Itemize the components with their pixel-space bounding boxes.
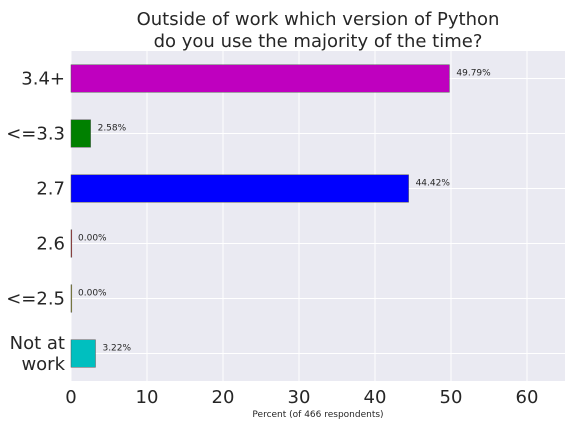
y-tick-label: <=2.5 (6, 289, 65, 310)
x-tick-label: 50 (440, 387, 463, 408)
bar (70, 119, 91, 148)
y-tick-label: Not at (10, 333, 65, 354)
y-tick-label: <=3.3 (6, 124, 65, 145)
x-axis-label: Percent (of 466 respondents) (252, 410, 383, 420)
data-labels: 49.79% 2.58% 44.42% 0.00% 0.00% 3.22% (78, 69, 491, 354)
data-label: 49.79% (456, 69, 491, 79)
data-label: 44.42% (416, 179, 451, 189)
x-tick-label: 30 (288, 387, 311, 408)
x-tick-labels: 0 10 20 30 40 50 60 (65, 387, 538, 408)
bar (70, 284, 73, 313)
data-label: 0.00% (78, 289, 107, 299)
x-tick-label: 60 (516, 387, 539, 408)
x-tick-label: 0 (65, 387, 76, 408)
plot-background (71, 51, 565, 381)
bars (70, 64, 450, 368)
y-tick-label: 3.4+ (21, 69, 65, 90)
gridlines (70, 51, 565, 381)
chart-title-line-2: do you use the majority of the time? (154, 31, 483, 52)
x-tick-label: 10 (136, 387, 159, 408)
bar (70, 229, 73, 258)
y-tick-label: work (21, 354, 65, 375)
data-label: 2.58% (98, 124, 127, 134)
x-tick-label: 20 (212, 387, 235, 408)
bar (70, 64, 450, 93)
data-label: 3.22% (102, 344, 131, 354)
bar (70, 174, 409, 203)
bar (70, 339, 96, 368)
y-tick-label: 2.6 (36, 234, 65, 255)
data-label: 0.00% (78, 234, 107, 244)
chart-title-line-1: Outside of work which version of Python (137, 9, 500, 30)
y-tick-label: 2.7 (36, 179, 65, 200)
x-tick-label: 40 (364, 387, 387, 408)
